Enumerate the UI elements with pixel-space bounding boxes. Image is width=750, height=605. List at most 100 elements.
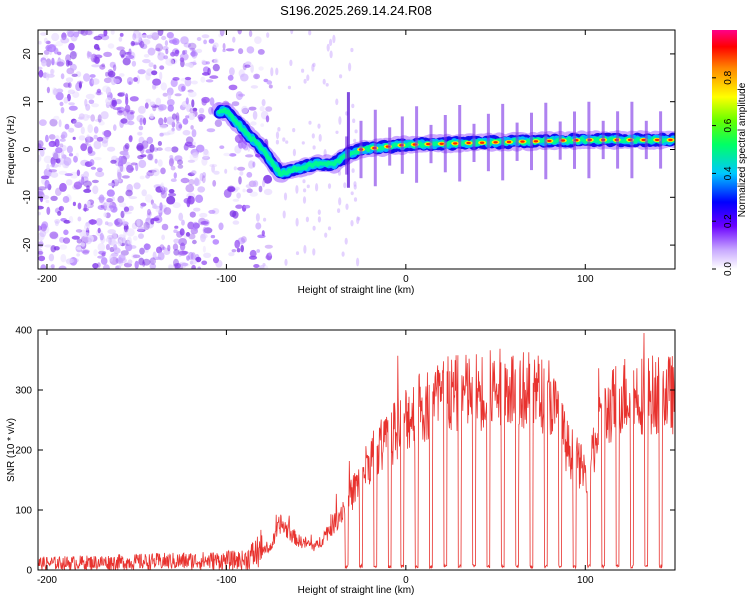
noise-blob: [106, 198, 113, 203]
noise-blob: [54, 220, 59, 227]
noise-blob: [59, 101, 64, 107]
noise-blob: [308, 120, 312, 125]
noise-blob: [191, 80, 198, 85]
noise-blob: [178, 212, 184, 221]
noise-blob: [50, 195, 58, 201]
noise-blob: [350, 220, 354, 227]
noise-blob: [117, 195, 125, 203]
noise-blob: [135, 34, 140, 43]
y-tick-label: 20: [22, 48, 33, 60]
noise-blob: [191, 99, 195, 108]
noise-blob: [236, 248, 241, 253]
noise-blob: [58, 119, 62, 128]
noise-blob: [72, 119, 81, 125]
noise-blob: [146, 136, 154, 144]
noise-blob: [127, 120, 135, 126]
noise-blob: [42, 54, 49, 59]
noise-blob: [45, 73, 55, 78]
noise-blob: [285, 140, 289, 144]
noise-blob: [259, 106, 265, 112]
noise-blob: [101, 63, 105, 68]
noise-blob: [236, 192, 241, 199]
noise-blob: [43, 155, 53, 164]
noise-blob: [161, 223, 169, 231]
noise-blob: [71, 73, 78, 78]
noise-blob: [138, 136, 145, 145]
noise-blob: [160, 182, 165, 192]
noise-blob: [252, 161, 256, 168]
noise-blob: [175, 121, 183, 131]
noise-blob: [197, 186, 206, 193]
noise-blob: [160, 82, 167, 91]
noise-blob: [156, 147, 163, 151]
noise-blob: [338, 116, 342, 125]
y-tick-label: 0: [22, 146, 33, 152]
noise-blob: [121, 91, 126, 97]
noise-blob: [109, 61, 116, 68]
colorbar-label: Normalized spectral amplitude: [737, 82, 748, 217]
noise-blob: [46, 163, 50, 171]
colorbar-tick-label: 0.2: [723, 214, 734, 228]
noise-blob: [172, 77, 180, 81]
noise-blob: [229, 67, 235, 76]
noise-blob: [268, 84, 273, 89]
noise-blob: [200, 76, 206, 83]
noise-blob: [144, 243, 150, 251]
noise-blob: [132, 33, 137, 41]
noise-blob: [38, 69, 44, 78]
ridge-hotspot-core: [520, 140, 525, 143]
noise-blob: [191, 48, 196, 55]
noise-blob: [200, 233, 206, 243]
noise-blob: [39, 230, 47, 238]
noise-blob: [305, 216, 309, 223]
noise-blob: [92, 185, 99, 195]
noise-blob: [107, 43, 115, 49]
noise-blob: [59, 244, 68, 250]
noise-blob: [145, 194, 153, 203]
noise-blob: [39, 119, 47, 126]
noise-blob: [45, 58, 52, 67]
noise-blob: [80, 235, 90, 244]
noise-blob: [87, 51, 92, 57]
noise-blob: [327, 183, 332, 189]
noise-blob: [93, 157, 102, 161]
noise-blob: [323, 149, 327, 157]
y-tick-label: 300: [15, 386, 32, 397]
noise-blob: [242, 188, 246, 193]
noise-blob: [167, 104, 174, 112]
x-tick-label: -100: [216, 274, 236, 285]
noise-blob: [284, 258, 288, 266]
x-tick-label: -100: [216, 575, 236, 586]
noise-blob: [173, 229, 178, 233]
noise-blob: [76, 246, 83, 250]
noise-blob: [202, 226, 207, 234]
noise-blob: [201, 59, 206, 64]
noise-blob: [189, 259, 197, 265]
noise-blob: [91, 179, 99, 184]
noise-blob: [186, 198, 191, 208]
noise-blob: [44, 179, 50, 189]
noise-blob: [105, 86, 111, 96]
x-tick-label: 0: [403, 274, 409, 285]
noise-blob: [250, 64, 254, 73]
noise-blob: [68, 127, 75, 133]
noise-blob: [255, 222, 262, 230]
noise-blob: [188, 251, 194, 260]
noise-blob: [133, 235, 138, 241]
noise-blob: [63, 157, 72, 166]
noise-blob: [184, 62, 194, 67]
noise-blob: [137, 69, 146, 75]
noise-blob: [181, 219, 185, 226]
noise-blob: [126, 77, 134, 85]
noise-blob: [142, 261, 146, 267]
noise-blob: [199, 212, 208, 218]
noise-blob: [201, 34, 210, 39]
noise-blob: [354, 129, 358, 134]
noise-blob: [189, 107, 194, 114]
noise-blob: [245, 184, 252, 189]
noise-blob: [38, 250, 44, 255]
noise-blob: [110, 252, 119, 257]
noise-blob: [311, 133, 315, 139]
noise-blob: [120, 118, 128, 124]
